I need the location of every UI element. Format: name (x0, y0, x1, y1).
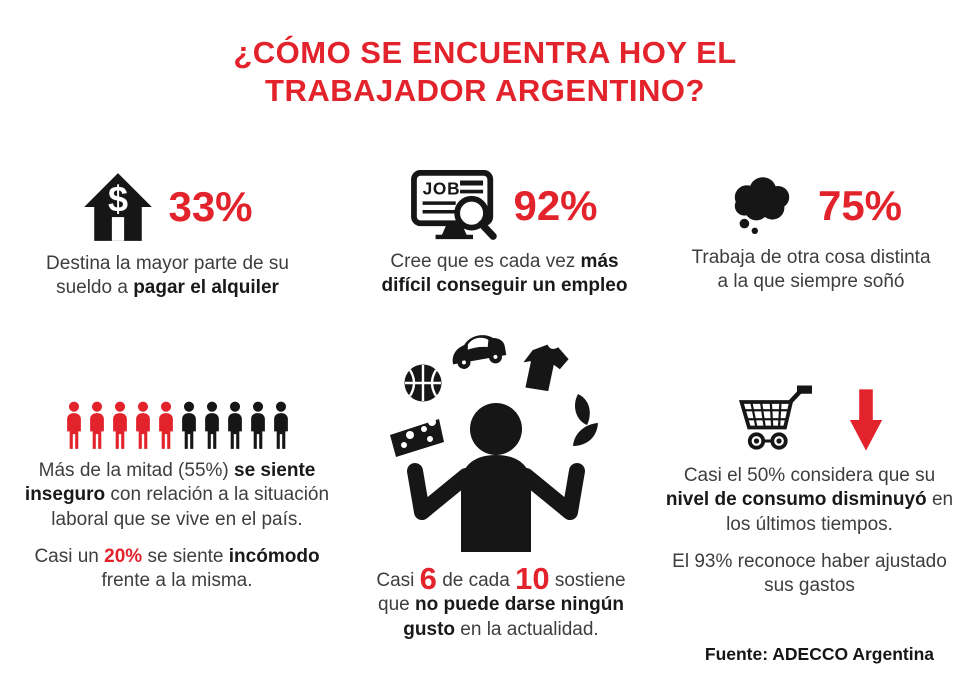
stat-dream-head: 75% (662, 174, 960, 238)
stat-insecurity-caption-1: Más de la mitad (55%) se siente inseguro… (24, 460, 330, 530)
person-icon (63, 400, 85, 450)
people-row (3, 400, 351, 450)
car-shape (452, 335, 507, 369)
house-dollar-icon: $ (82, 170, 154, 244)
stat-dream: 75% Trabaja de otra cosa distinta a la q… (662, 174, 960, 295)
stat-insecurity: Más de la mitad (55%) se siente inseguro… (3, 400, 351, 594)
person-icon (178, 400, 200, 450)
page-title: ¿CÓMO SE ENCUENTRA HOY EL TRABAJADOR ARG… (233, 35, 737, 108)
stat-consumption-caption-1: Casi el 50% considera que su nivel de co… (665, 465, 954, 535)
person-icon (247, 400, 269, 450)
svg-text:JOB: JOB (423, 178, 461, 198)
stat-consumption: Casi el 50% considera que su nivel de co… (652, 384, 967, 599)
person-icon (109, 400, 131, 450)
stat-employment-value: 92% (513, 182, 598, 229)
person-icon (224, 400, 246, 450)
shopping-cart-icon (737, 384, 815, 456)
stat-employment-head: JOB 92% (352, 170, 657, 242)
stat-dream-caption: Trabaja de otra cosa distinta a la que s… (691, 247, 931, 293)
stat-consumption-caption-2: El 93% reconoce haber ajustado sus gasto… (672, 550, 947, 597)
source-credit: Fuente: ADECCO Argentina (704, 644, 934, 664)
stat-insecurity-caption-2: Casi un 20% se siente incómodo frente a … (34, 545, 320, 592)
stat-dream-value: 75% (817, 182, 903, 229)
person-icon (155, 400, 177, 450)
person-icon (132, 400, 154, 450)
stat-rent: $ 33% Destina la mayor parte de su sueld… (25, 170, 310, 301)
svg-text:$: $ (108, 178, 128, 219)
thought-bubble-icon (720, 174, 804, 238)
person-icon (201, 400, 223, 450)
job-search-icon: JOB (411, 170, 499, 242)
stat-consumption-head (652, 384, 967, 456)
juggler-icon (365, 328, 637, 552)
person-icon (270, 400, 292, 450)
stat-rent-head: $ 33% (25, 170, 310, 244)
person-icon (86, 400, 108, 450)
down-arrow-icon (849, 386, 883, 454)
stat-employment-caption: Cree que es cada vez más difícil consegu… (381, 251, 628, 297)
stat-employment: JOB 92% Cree que es cada vez más difícil… (352, 170, 657, 299)
cheese-shape (390, 418, 444, 457)
stat-rent-value: 33% (168, 183, 253, 230)
stat-treats-caption: Casi 6 de cada 10 sostiene que no puede … (376, 561, 626, 640)
stat-rent-caption: Destina la mayor parte de su sueldo a pa… (46, 253, 289, 299)
tshirt-shape (523, 344, 569, 392)
leaves-shape (573, 394, 598, 446)
stat-treats: Casi 6 de cada 10 sostiene que no puede … (360, 328, 642, 642)
